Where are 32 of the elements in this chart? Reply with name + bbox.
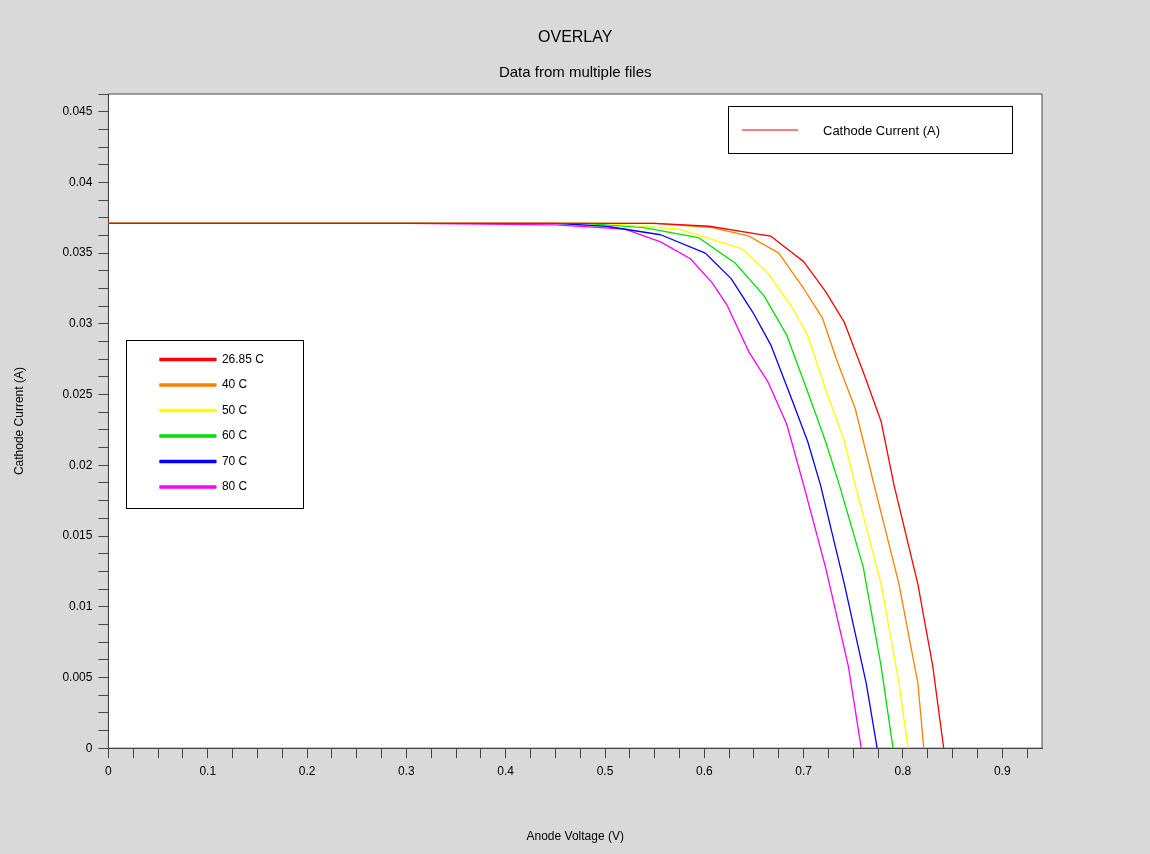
- legend-label: 40 C: [221, 377, 248, 392]
- legend-label: 60 C: [221, 428, 248, 443]
- y-tick-label: 0.025: [62, 386, 93, 401]
- y-tick-label: 0: [85, 740, 93, 755]
- y-tick-label: 0.015: [62, 528, 93, 543]
- legend-label: 26.85 C: [221, 351, 265, 366]
- chart-subtitle: Data from multiple files: [498, 63, 652, 81]
- x-tick-label: 0.5: [596, 763, 614, 778]
- y-tick-label: 0.045: [62, 103, 93, 118]
- x-tick-label: 0.4: [497, 763, 515, 778]
- y-tick-label: 0.01: [69, 599, 93, 614]
- y-tick-label: 0.03: [69, 316, 93, 331]
- y-tick-label: 0.035: [62, 245, 93, 260]
- legend-label: 70 C: [221, 453, 248, 468]
- y-tick-label: 0.04: [69, 174, 93, 189]
- y-tick-label: 0.005: [62, 669, 93, 684]
- x-tick-label: 0: [105, 763, 113, 778]
- legend-label: 50 C: [221, 402, 248, 417]
- x-tick-label: 0.9: [993, 763, 1011, 778]
- x-tick-label: 0.8: [894, 763, 912, 778]
- x-tick-label: 0.2: [298, 763, 316, 778]
- chart-title: OVERLAY: [538, 28, 613, 46]
- x-tick-label: 0.1: [199, 763, 217, 778]
- y-tick-label: 0.02: [69, 457, 93, 472]
- x-tick-label: 0.3: [398, 763, 416, 778]
- y-axis-title: Cathode Current (A): [11, 367, 26, 476]
- x-tick-label: 0.7: [795, 763, 813, 778]
- x-tick-label: 0.6: [695, 763, 713, 778]
- x-axis-title: Anode Voltage (V): [526, 829, 624, 844]
- annotation: Cathode Current (A): [823, 122, 941, 138]
- legend-label: 80 C: [221, 479, 248, 494]
- legend-box: Cathode Current (A): [728, 106, 1013, 154]
